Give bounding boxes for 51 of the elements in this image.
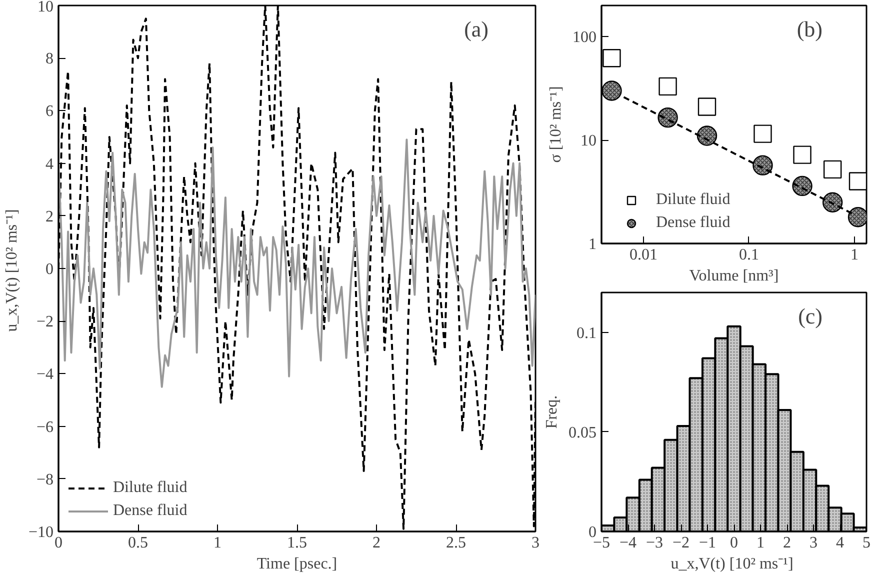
annotation: (b) [796,16,823,42]
y-tick-label: 1 [588,236,596,253]
x-tick-label: 2 [372,534,380,552]
x-tick-label: 5 [862,534,870,552]
y-tick-label: 0.1 [576,324,596,342]
legend-label: Dense fluid [113,502,188,520]
x-tick-label: −1 [698,534,716,552]
x-tick-label: 1 [756,534,764,552]
y-tick-label: 8 [46,50,54,68]
y-tick-label: 100 [572,29,596,46]
y-tick-label: −2 [36,314,54,331]
annotation: (a) [464,16,489,42]
y-tick-label: 10 [580,132,596,150]
y-tick-label: 10 [38,0,54,16]
x-tick-label: 2.5 [446,534,466,552]
legend-label: Dilute fluid [113,479,188,497]
x-axis-title: Volume [nm³] [689,268,779,284]
x-tick-label: 0 [730,534,738,552]
y-tick-label: 0 [46,261,54,278]
x-tick-label: 4 [836,534,844,552]
y-axis-title: σ [10² ms⁻¹] [548,86,564,163]
y-tick-label: 0 [588,524,596,541]
y-tick-label: −6 [36,418,54,436]
x-tick-label: 3 [810,534,818,552]
x-tick-label: 0.01 [629,246,658,264]
x-tick-label: 1 [214,534,222,552]
x-tick-label: −4 [619,534,637,552]
x-tick-label: −2 [672,534,690,552]
y-tick-label: 6 [46,103,54,120]
x-axis-title: Time [psec.] [256,556,338,572]
line-series [58,138,536,388]
legend-label: Dilute fluid [656,191,730,209]
y-tick-label: −4 [36,366,54,384]
y-tick-label: 4 [46,156,54,173]
y-tick-label: 2 [46,208,54,226]
x-tick-label: 0.1 [738,246,759,264]
annotation: (c) [798,304,823,328]
x-tick-label: 1.5 [287,534,307,552]
x-tick-label: 1 [850,246,858,264]
x-tick-label: 2 [783,534,791,552]
x-tick-label: 0.5 [128,534,148,552]
y-tick-label: −8 [36,471,54,488]
y-axis-title: u_x,V(t) [10² ms⁻¹] [3,209,20,332]
y-tick-label: −10 [28,524,54,541]
x-axis-title: u_x,V(t) [10² ms⁻¹] [670,556,794,572]
line-series [58,6,536,530]
legend-label: Dense fluid [656,214,730,232]
x-tick-label: 3 [532,534,540,552]
y-tick-label: 0.05 [568,424,596,442]
x-tick-label: −3 [646,534,664,552]
y-axis-title: Freq. [544,395,560,429]
